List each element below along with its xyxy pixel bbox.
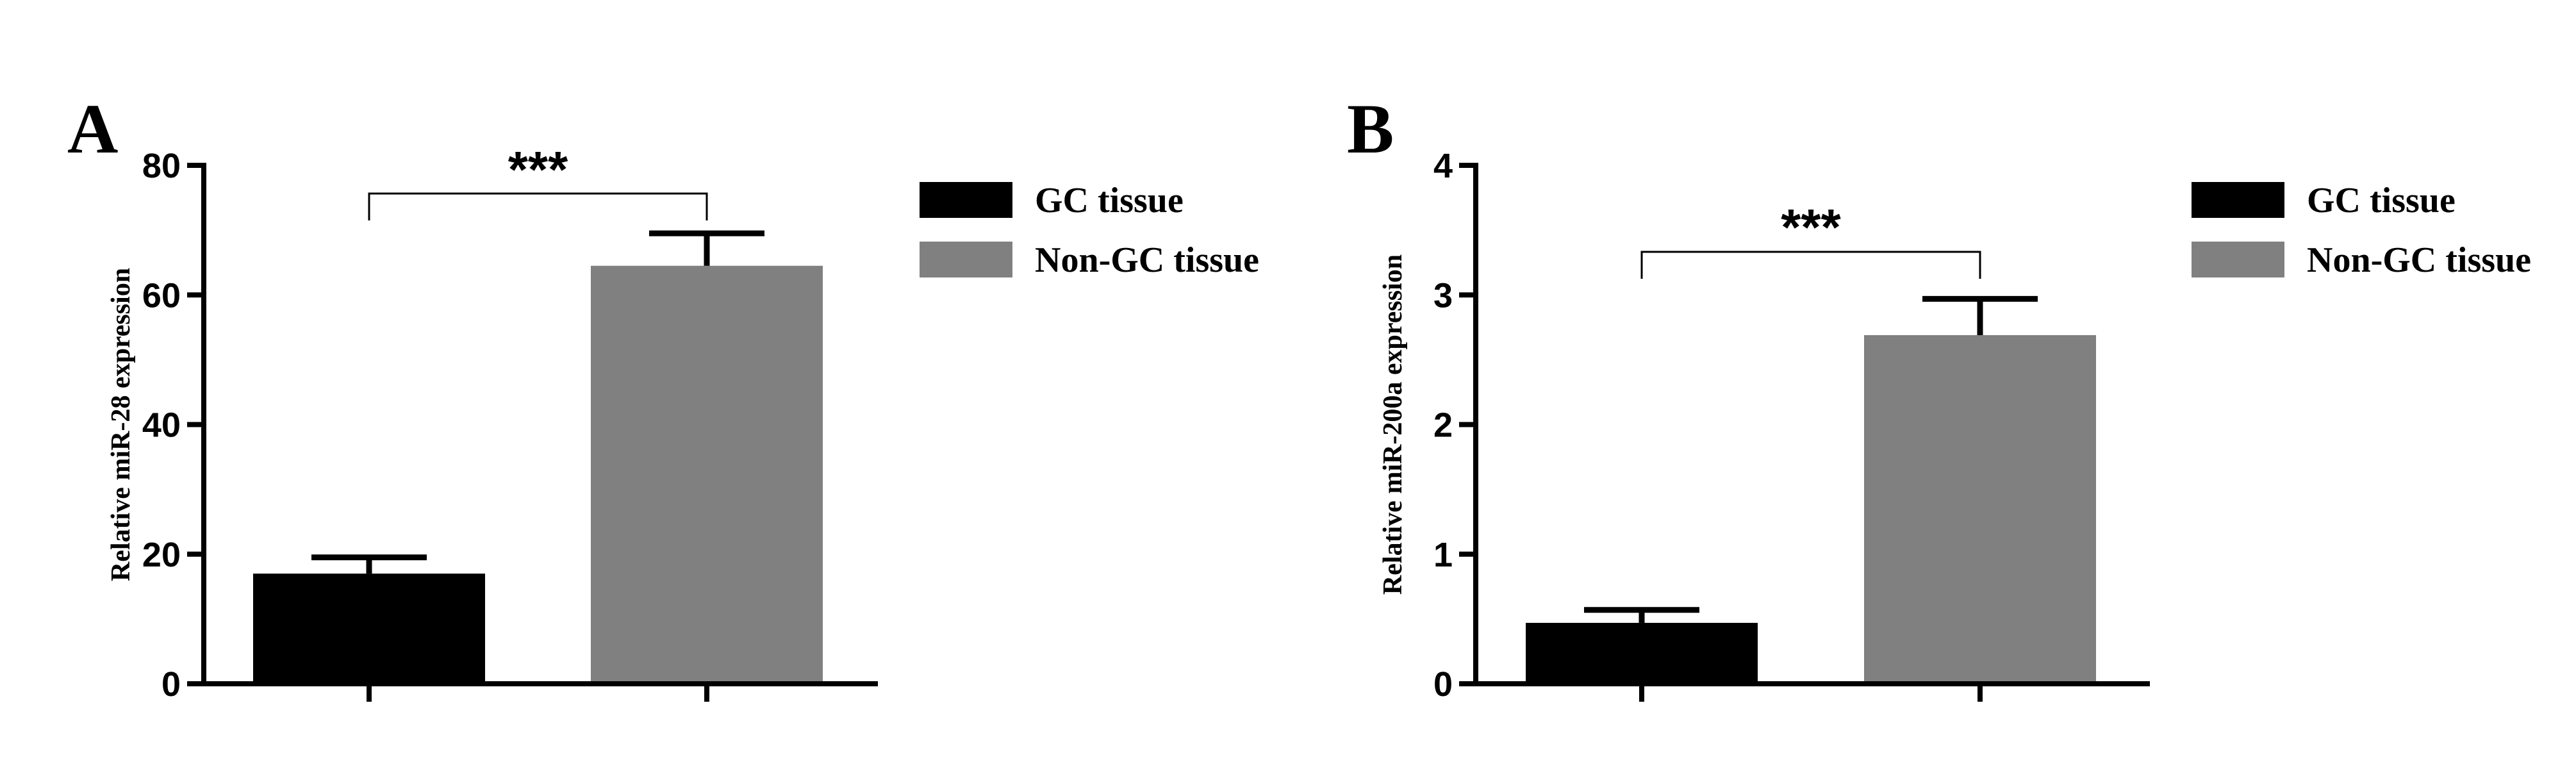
legend-label: Non-GC tissue [1035,240,1259,280]
y-tick-label: 60 [142,276,181,315]
legend-label: GC tissue [1035,181,1184,220]
y-tick-label: 40 [142,406,181,445]
bar [591,265,823,684]
y-tick-label: 4 [1433,147,1453,185]
y-tick-label: 1 [1433,536,1453,574]
y-tick-label: 0 [161,665,181,704]
y-tick-label: 20 [142,536,181,574]
legend-swatch [920,182,1012,218]
panel-a: A 0 20 40 60 80 Relative miR-28 expression *** G… [67,90,1259,704]
legend-label: GC tissue [2307,181,2456,220]
legend-swatch [920,242,1012,277]
y-tick-label: 80 [142,147,181,185]
y-axis-title: Relative miR-200a expression [1378,254,1408,595]
bar [1526,622,1758,684]
bar [1864,335,2096,684]
significance-label: *** [1781,199,1841,256]
significance-bracket [1640,251,1981,279]
y-tick-label: 2 [1433,406,1453,445]
bar [253,574,485,684]
legend-label: Non-GC tissue [2307,240,2531,280]
significance-bracket [368,192,708,220]
legend-swatch [2192,182,2284,218]
y-axis-title: Relative miR-28 expression [106,268,136,581]
panel-b: B 0 1 2 3 4 Relative miR-200a expression *** GC … [1347,90,2531,704]
y-tick-label: 3 [1433,276,1453,315]
significance-label: *** [508,141,568,198]
y-tick-label: 0 [1433,665,1453,704]
panel-letter: A [67,90,118,168]
panel-letter: B [1347,90,1394,168]
legend-swatch [2192,242,2284,277]
